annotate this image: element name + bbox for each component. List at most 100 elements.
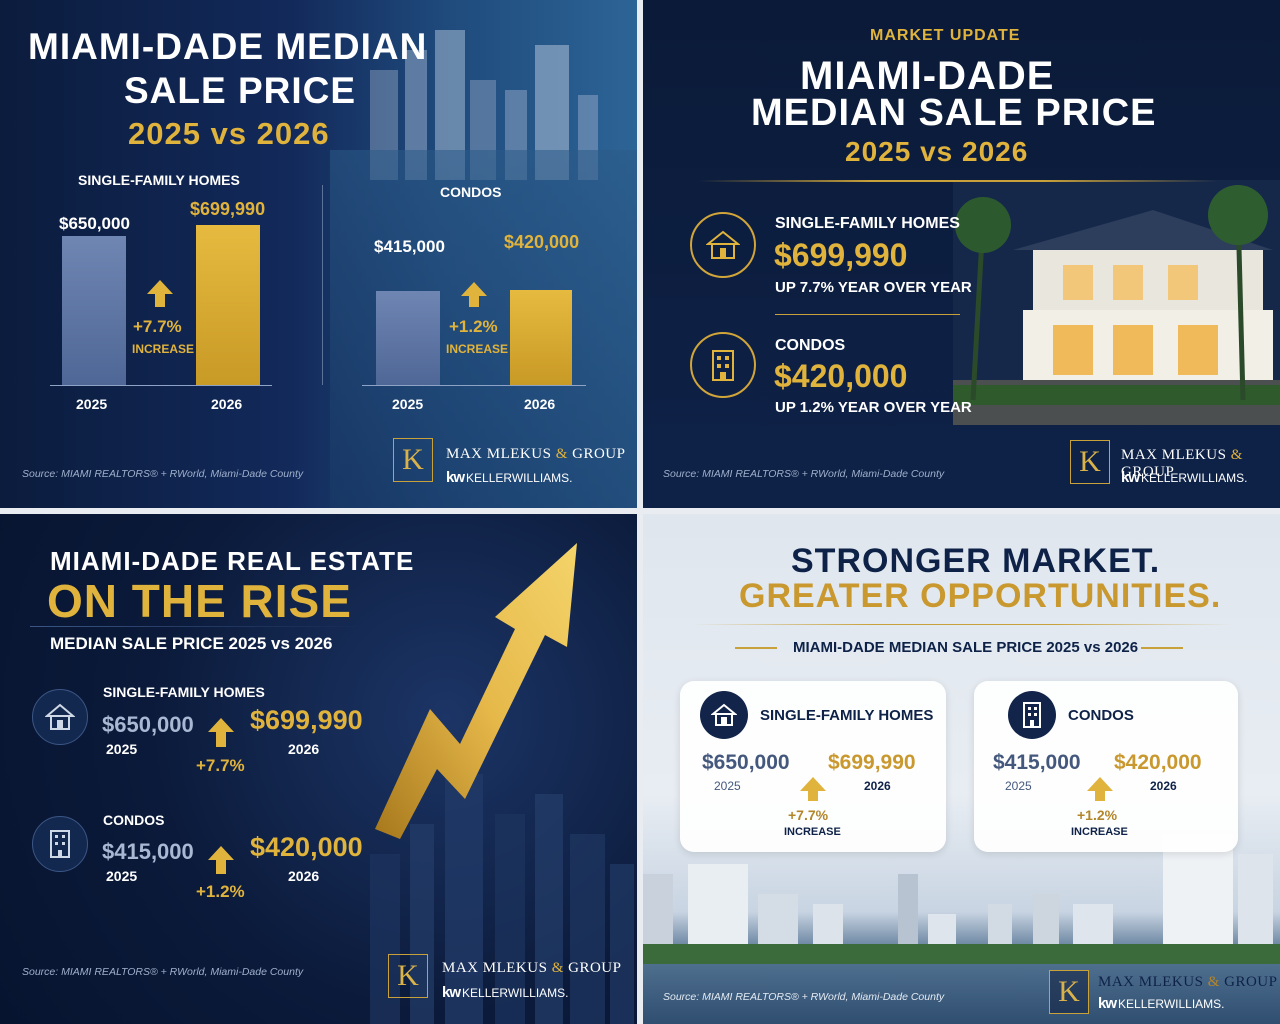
brand-name: MAX MLEKUS & GROUP	[1121, 447, 1243, 480]
panel-stronger-market: STRONGER MARKET. GREATER OPPORTUNITIES. …	[643, 514, 1280, 1024]
condo-building-icon	[32, 816, 88, 872]
up-arrow-icon	[216, 731, 226, 747]
bar-sfh-2026	[196, 225, 260, 385]
sfh-value: $699,990	[774, 237, 908, 273]
source-note: Source: MIAMI REALTORS® + RWorld, Miami-…	[663, 468, 945, 480]
condo-year-2026: 2026	[288, 868, 320, 884]
house-icon	[700, 691, 748, 739]
up-arrow-icon	[216, 859, 226, 874]
sfh-year-2025: 2025	[714, 779, 741, 793]
logo-k-icon: K	[393, 438, 433, 482]
kw-logo: kw KELLERWILLIAMS.	[1121, 469, 1248, 486]
skyline-illustration	[643, 834, 1280, 964]
up-arrow-icon	[208, 718, 234, 732]
condo-building-icon	[690, 332, 756, 398]
up-arrow-icon	[461, 282, 487, 296]
condo-2026-value: $420,000	[1114, 751, 1202, 774]
condo-change: +1.2%	[449, 317, 498, 336]
title-line-1: MIAMI-DADE	[800, 54, 1055, 98]
up-arrow-icon	[800, 777, 826, 791]
divider	[322, 185, 323, 385]
sfh-label: SINGLE-FAMILY HOMES	[775, 215, 960, 232]
condo-change: +1.2%	[1077, 807, 1118, 823]
up-arrow-icon	[1095, 790, 1105, 801]
logo-k-icon: K	[1070, 440, 1110, 484]
logo-k-icon: K	[388, 954, 428, 998]
sfh-2025-value: $650,000	[702, 751, 790, 774]
night-skyline-illustration	[370, 774, 634, 1024]
brand-name: MAX MLEKUS & GROUP	[446, 446, 626, 462]
water-backdrop	[643, 964, 1280, 1024]
condo-year-2025: 2025	[392, 396, 424, 412]
condo-year-2026: 2026	[524, 396, 556, 412]
up-arrow-icon	[808, 790, 818, 801]
subtitle: 2025 vs 2026	[128, 116, 330, 151]
divider	[30, 626, 365, 627]
condo-change: +1.2%	[196, 882, 245, 901]
sfh-2025-value: $650,000	[102, 712, 194, 737]
brand-name: MAX MLEKUS & GROUP	[1098, 974, 1278, 990]
title-line-1: MIAMI-DADE MEDIAN	[28, 26, 428, 67]
condo-2026-value: $420,000	[250, 832, 363, 862]
sfh-2026-value: $699,990	[250, 705, 363, 735]
gold-divider	[1141, 647, 1183, 649]
logo-k-icon: K	[1049, 970, 1089, 1014]
panel-on-the-rise: MIAMI-DADE REAL ESTATE ON THE RISE MEDIA…	[0, 514, 637, 1024]
source-note: Source: MIAMI REALTORS® + RWorld, Miami-…	[663, 991, 945, 1003]
kw-logo: kw KELLERWILLIAMS.	[1098, 995, 1225, 1012]
panel-bar-chart-infographic: MIAMI-DADE MEDIAN SALE PRICE 2025 vs 202…	[0, 0, 637, 508]
sfh-year-2026: 2026	[288, 741, 320, 757]
source-note: Source: MIAMI REALTORS® + RWorld, Miami-…	[22, 966, 304, 978]
condo-label: CONDOS	[775, 337, 846, 354]
up-arrow-icon	[469, 295, 479, 307]
sfh-change-label: INCREASE	[132, 342, 195, 356]
house-illustration	[953, 180, 1280, 425]
condo-2025-value: $415,000	[102, 839, 194, 864]
kw-logo: kw KELLERWILLIAMS.	[442, 984, 569, 1001]
sfh-change: +7.7%	[133, 317, 182, 336]
brand-name: MAX MLEKUS & GROUP	[442, 960, 622, 976]
condo-2025-value: $415,000	[374, 237, 445, 256]
subtitle: MIAMI-DADE MEDIAN SALE PRICE 2025 vs 202…	[793, 639, 1139, 656]
sfh-change: +7.7%	[196, 756, 245, 775]
title-line-1: STRONGER MARKET.	[791, 542, 1161, 580]
sfh-2026-value: $699,990	[828, 751, 916, 774]
title-line-2: GREATER OPPORTUNITIES.	[739, 577, 1222, 615]
kicker: MARKET UPDATE	[870, 27, 1021, 44]
condo-2025-value: $415,000	[993, 751, 1081, 774]
sfh-change-label: INCREASE	[784, 826, 841, 838]
condo-change-label: INCREASE	[1071, 826, 1128, 838]
gold-divider	[735, 647, 777, 649]
gold-divider	[698, 180, 1218, 182]
bar-condo-2026	[510, 290, 572, 385]
condo-label: CONDOS	[103, 812, 165, 828]
up-arrow-icon	[155, 293, 165, 307]
sfh-axis	[50, 385, 272, 386]
condo-year-2025: 2025	[106, 868, 138, 884]
sfh-year-2025: 2025	[106, 741, 138, 757]
condo-chart-label: CONDOS	[440, 184, 502, 200]
sfh-chart-label: SINGLE-FAMILY HOMES	[78, 172, 240, 188]
condo-change-label: INCREASE	[446, 342, 509, 356]
house-icon	[32, 689, 88, 745]
sfh-note: UP 7.7% YEAR OVER YEAR	[775, 279, 972, 296]
kw-logo: kw KELLERWILLIAMS.	[446, 469, 573, 486]
divider	[775, 314, 960, 315]
up-arrow-icon	[1087, 777, 1113, 791]
sfh-change: +7.7%	[788, 807, 829, 823]
sfh-year-2025: 2025	[76, 396, 108, 412]
bar-sfh-2025	[62, 236, 126, 385]
sfh-card: SINGLE-FAMILY HOMES $650,000 2025 $699,9…	[680, 681, 946, 852]
bar-condo-2025	[376, 291, 440, 385]
sfh-2025-value: $650,000	[59, 214, 130, 233]
rising-arrow-icon	[375, 543, 577, 839]
sfh-label: SINGLE-FAMILY HOMES	[103, 684, 265, 700]
title-line-2: MEDIAN SALE PRICE	[751, 92, 1157, 134]
up-arrow-icon	[208, 846, 234, 860]
sfh-label: SINGLE-FAMILY HOMES	[760, 707, 934, 724]
gold-divider	[693, 624, 1233, 625]
house-icon	[690, 212, 756, 278]
title-line-2: ON THE RISE	[47, 575, 352, 627]
condo-2026-value: $420,000	[504, 232, 580, 252]
condo-axis	[362, 385, 586, 386]
